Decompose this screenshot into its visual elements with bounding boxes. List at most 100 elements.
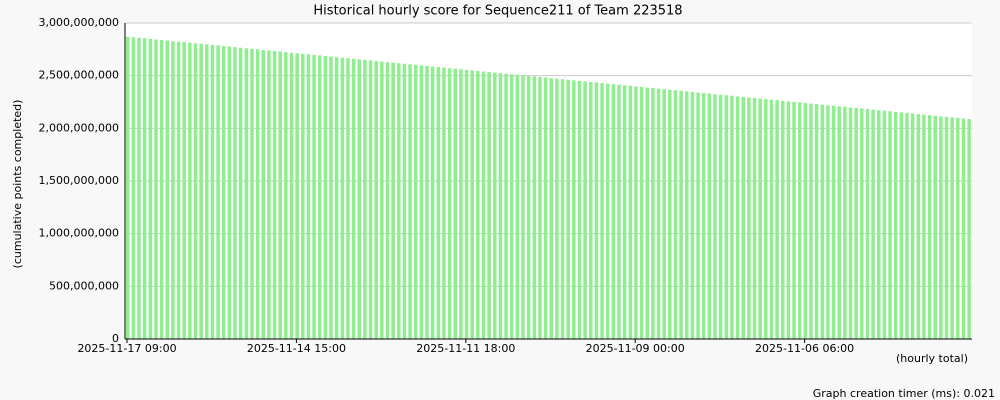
bar xyxy=(357,59,362,340)
bar xyxy=(363,59,367,339)
bar xyxy=(566,79,570,340)
bar xyxy=(837,106,841,339)
bar xyxy=(854,108,858,339)
bar xyxy=(662,89,666,340)
bar xyxy=(961,118,966,340)
bar xyxy=(199,43,203,340)
bar xyxy=(380,61,384,339)
bar xyxy=(368,60,373,339)
bar xyxy=(493,72,497,339)
bar xyxy=(430,66,435,339)
bar xyxy=(735,96,740,340)
bar xyxy=(464,69,469,339)
x-tick-label: 2025-11-14 15:00 xyxy=(247,342,346,355)
bar xyxy=(899,112,904,339)
bar xyxy=(600,83,604,340)
bar xyxy=(922,114,926,339)
bar xyxy=(188,42,192,340)
bar xyxy=(814,104,819,340)
bar xyxy=(865,109,870,339)
bar xyxy=(250,48,254,339)
bar xyxy=(301,53,305,340)
chart-title: Historical hourly score for Sequence211 … xyxy=(313,4,682,19)
bar xyxy=(306,54,311,339)
bar xyxy=(481,71,486,339)
bar xyxy=(707,93,712,339)
bar xyxy=(255,49,260,339)
bar xyxy=(752,97,757,339)
bar xyxy=(165,40,170,340)
bar xyxy=(956,117,960,339)
bar xyxy=(639,86,644,339)
y-tick-label: 1,000,000,000 xyxy=(39,227,119,240)
bar xyxy=(871,109,875,339)
bar xyxy=(967,119,971,340)
bar xyxy=(645,87,649,339)
bar xyxy=(555,78,559,339)
x-tick-label: 2025-11-09 00:00 xyxy=(586,342,685,355)
bar xyxy=(142,38,147,339)
bar xyxy=(261,49,266,339)
bar xyxy=(543,77,548,339)
bar xyxy=(442,67,446,340)
bar xyxy=(758,98,762,339)
bar xyxy=(323,55,328,340)
bar xyxy=(634,86,638,339)
bar xyxy=(498,73,503,339)
bar xyxy=(622,85,627,339)
bar xyxy=(713,94,717,340)
bar xyxy=(317,55,322,340)
bar xyxy=(696,92,700,340)
bar xyxy=(515,74,520,339)
x-tick-label: 2025-11-17 09:00 xyxy=(77,342,176,355)
footer: Graph creation timer (ms): 0.021 xyxy=(813,387,995,400)
bar xyxy=(476,70,480,339)
bar xyxy=(182,42,186,340)
bar xyxy=(278,51,282,339)
bar xyxy=(131,37,136,339)
bar xyxy=(295,53,299,340)
bar xyxy=(916,114,921,339)
bar xyxy=(312,54,316,339)
bar xyxy=(436,67,441,340)
bar xyxy=(882,110,887,339)
bar xyxy=(549,78,554,340)
bar xyxy=(267,50,271,339)
bar xyxy=(227,46,232,339)
bar xyxy=(526,75,531,340)
bar xyxy=(860,108,864,339)
bar xyxy=(690,91,695,339)
bar xyxy=(718,94,723,340)
bar xyxy=(244,48,249,339)
bar xyxy=(205,44,209,340)
bar xyxy=(391,62,395,339)
bar xyxy=(741,96,745,339)
bar xyxy=(820,104,825,339)
bar xyxy=(447,68,452,340)
y-tick-label: 0 xyxy=(112,332,119,345)
bar xyxy=(272,51,277,339)
bar xyxy=(781,100,785,339)
bar xyxy=(419,65,424,339)
bar xyxy=(216,45,220,340)
bar xyxy=(843,106,847,339)
bar xyxy=(786,101,791,339)
bar xyxy=(668,89,672,339)
bar xyxy=(154,39,158,339)
bar xyxy=(803,103,808,339)
bar xyxy=(334,57,339,340)
bar xyxy=(346,58,350,339)
bar xyxy=(148,38,153,339)
bar xyxy=(221,46,226,340)
bar xyxy=(572,80,576,339)
bar xyxy=(747,97,751,339)
bar xyxy=(910,113,915,340)
bar xyxy=(831,105,836,340)
bar xyxy=(532,76,537,339)
y-tick-label: 500,000,000 xyxy=(49,279,119,292)
bar xyxy=(374,61,378,340)
bar xyxy=(797,102,802,340)
bar xyxy=(521,75,525,339)
bar xyxy=(504,73,508,339)
